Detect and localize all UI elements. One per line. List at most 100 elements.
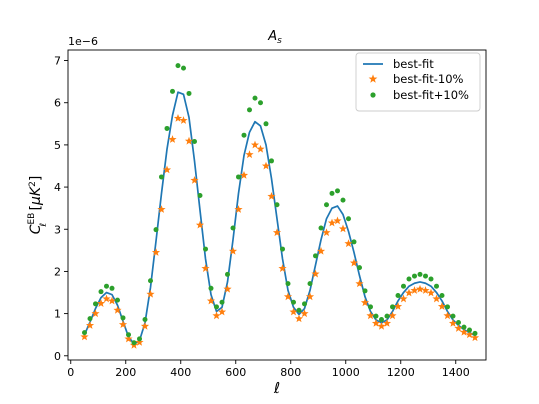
data-point-best-fit-plus-10 bbox=[252, 95, 258, 101]
y-multiplier-label: 1e−6 bbox=[68, 35, 98, 48]
data-point-best-fit-10 bbox=[157, 205, 166, 213]
data-point-best-fit-plus-10 bbox=[175, 63, 181, 69]
data-point-best-fit-plus-10 bbox=[313, 253, 318, 259]
data-point-best-fit-plus-10 bbox=[247, 107, 252, 113]
data-point-best-fit-10 bbox=[102, 294, 111, 303]
data-point-best-fit-plus-10 bbox=[291, 299, 296, 305]
data-point-best-fit-plus-10 bbox=[236, 174, 241, 180]
data-point-best-fit-plus-10 bbox=[148, 278, 153, 284]
data-point-best-fit-plus-10 bbox=[357, 265, 362, 271]
data-point-best-fit-plus-10 bbox=[401, 283, 406, 289]
data-point-best-fit-10 bbox=[421, 286, 430, 294]
x-tick-label: 200 bbox=[115, 366, 136, 379]
x-tick-label: 0 bbox=[67, 366, 74, 379]
data-point-best-fit-plus-10 bbox=[225, 271, 230, 277]
legend-box bbox=[355, 52, 481, 112]
data-point-best-fit-10 bbox=[283, 292, 293, 301]
data-point-best-fit-plus-10 bbox=[208, 285, 214, 291]
plot-layer bbox=[80, 63, 480, 349]
x-tick-label: 400 bbox=[170, 366, 191, 379]
data-point-best-fit-10 bbox=[327, 218, 337, 227]
data-point-best-fit-plus-10 bbox=[269, 158, 274, 164]
x-tick-label: 1200 bbox=[387, 366, 415, 379]
data-point-best-fit-10 bbox=[118, 320, 128, 329]
data-point-best-fit-plus-10 bbox=[142, 317, 148, 323]
data-point-best-fit-plus-10 bbox=[390, 304, 395, 310]
data-point-best-fit-10 bbox=[278, 264, 287, 272]
data-point-best-fit-plus-10 bbox=[230, 225, 236, 231]
data-point-best-fit-plus-10 bbox=[280, 246, 285, 252]
data-point-best-fit-10 bbox=[448, 319, 458, 327]
data-point-best-fit-10 bbox=[195, 220, 205, 229]
x-tick-label: 600 bbox=[225, 366, 246, 379]
data-point-best-fit-plus-10 bbox=[417, 271, 423, 277]
data-point-best-fit-10 bbox=[311, 269, 320, 278]
plot-area-frame bbox=[67, 49, 487, 361]
data-point-best-fit-10 bbox=[465, 330, 474, 339]
data-point-best-fit-plus-10 bbox=[406, 276, 412, 282]
legend-label-best-fit-plus-10: best-fit+10% bbox=[393, 88, 469, 102]
data-point-best-fit-plus-10 bbox=[98, 289, 104, 295]
data-point-best-fit-10 bbox=[140, 321, 150, 330]
data-point-best-fit-10 bbox=[179, 116, 188, 124]
data-point-best-fit-10 bbox=[113, 305, 122, 314]
data-point-best-fit-10 bbox=[91, 309, 100, 318]
data-point-best-fit-10 bbox=[146, 289, 155, 298]
data-point-best-fit-10 bbox=[454, 324, 463, 332]
x-tick-label: 800 bbox=[280, 366, 301, 379]
data-point-best-fit-10 bbox=[124, 334, 133, 343]
legend-label-best-fit: best-fit bbox=[393, 57, 434, 71]
data-point-best-fit-plus-10 bbox=[192, 139, 197, 145]
data-point-best-fit-10 bbox=[234, 205, 243, 213]
data-point-best-fit-10 bbox=[399, 294, 408, 303]
data-point-best-fit-plus-10 bbox=[181, 65, 186, 71]
data-point-best-fit-10 bbox=[228, 246, 238, 255]
data-point-best-fit-10 bbox=[256, 144, 265, 153]
data-point-best-fit-10 bbox=[184, 136, 194, 145]
legend-star-marker bbox=[368, 74, 378, 83]
data-point-best-fit-10 bbox=[443, 311, 452, 320]
data-point-best-fit-plus-10 bbox=[307, 281, 313, 287]
data-point-best-fit-10 bbox=[404, 288, 414, 297]
data-point-best-fit-plus-10 bbox=[219, 299, 225, 305]
data-point-best-fit-plus-10 bbox=[241, 132, 247, 138]
data-point-best-fit-plus-10 bbox=[450, 313, 456, 319]
y-axis: 0 1 2 3 4 5 6 7 bbox=[54, 55, 68, 363]
data-point-best-fit-plus-10 bbox=[340, 197, 346, 203]
data-point-best-fit-plus-10 bbox=[109, 285, 115, 291]
data-point-best-fit-plus-10 bbox=[131, 340, 137, 346]
data-point-best-fit-plus-10 bbox=[197, 193, 203, 199]
data-point-best-fit-plus-10 bbox=[434, 283, 439, 289]
data-point-best-fit-plus-10 bbox=[445, 304, 450, 310]
data-point-best-fit-plus-10 bbox=[412, 273, 417, 279]
data-point-best-fit-10 bbox=[415, 284, 425, 293]
data-point-best-fit-plus-10 bbox=[439, 292, 445, 298]
data-point-best-fit-plus-10 bbox=[461, 324, 467, 330]
data-point-best-fit-10 bbox=[85, 321, 95, 329]
y-axis-label: CEBℓ [μK2] bbox=[27, 176, 49, 235]
data-point-best-fit-plus-10 bbox=[395, 292, 401, 298]
data-point-best-fit-10 bbox=[267, 192, 276, 200]
data-point-best-fit-10 bbox=[393, 302, 403, 310]
data-point-best-fit-plus-10 bbox=[203, 246, 208, 252]
data-point-best-fit-plus-10 bbox=[384, 313, 390, 319]
x-axis-label: ℓ bbox=[273, 379, 280, 397]
data-point-best-fit-plus-10 bbox=[368, 304, 373, 310]
data-point-best-fit-plus-10 bbox=[302, 301, 307, 307]
data-point-best-fit-10 bbox=[377, 321, 386, 330]
data-point-best-fit-plus-10 bbox=[285, 281, 291, 287]
data-point-best-fit-plus-10 bbox=[82, 330, 87, 336]
data-point-best-fit-plus-10 bbox=[87, 316, 93, 322]
data-point-best-fit-10 bbox=[470, 333, 480, 342]
data-point-best-fit-plus-10 bbox=[159, 174, 164, 180]
data-point-best-fit-10 bbox=[426, 288, 436, 297]
data-point-best-fit-plus-10 bbox=[346, 216, 351, 222]
data-point-best-fit-10 bbox=[333, 216, 342, 225]
data-point-best-fit-plus-10 bbox=[104, 283, 109, 289]
data-point-best-fit-10 bbox=[437, 302, 447, 310]
y-tick-label: 3 bbox=[54, 223, 61, 236]
data-point-best-fit-10 bbox=[294, 314, 304, 323]
data-point-best-fit-plus-10 bbox=[164, 125, 170, 131]
data-point-best-fit-10 bbox=[305, 292, 315, 301]
legend: best-fit best-fit-10% best-fit+10% bbox=[355, 52, 481, 112]
